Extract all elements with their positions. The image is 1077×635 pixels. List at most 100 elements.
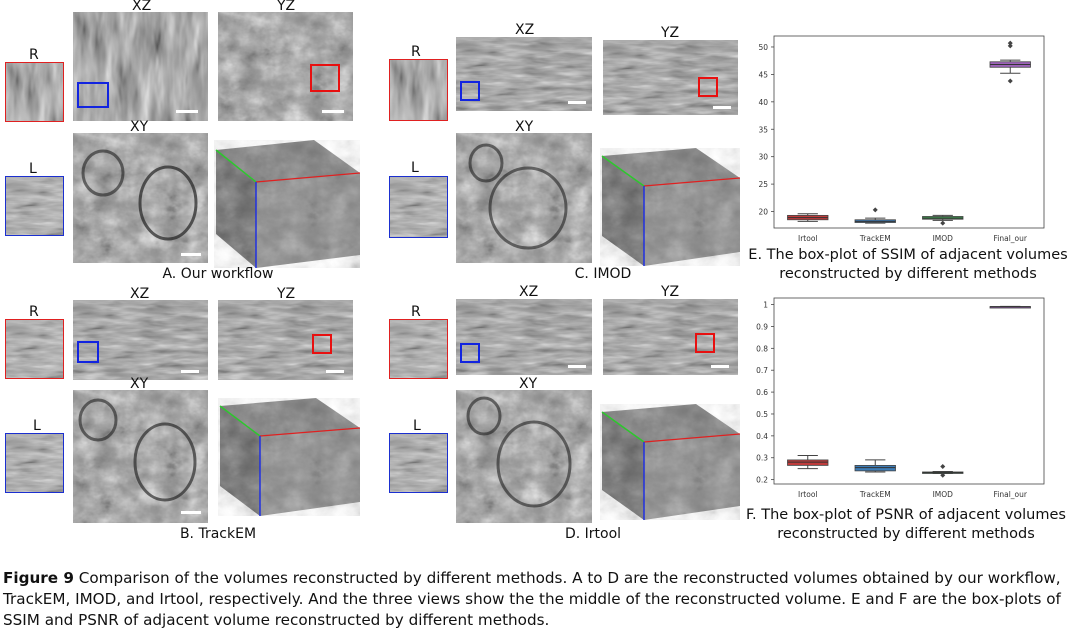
scale-bar (568, 365, 586, 368)
panel-a-yz-red-roi (310, 64, 340, 92)
y-tick-label: 25 (758, 180, 768, 189)
panel-a-xy-view (73, 133, 208, 263)
panel-d-xy-view (456, 390, 592, 523)
panel-d-caption: D. Irtool (564, 526, 622, 542)
panel-a-xz-view (73, 12, 208, 121)
panel-d-r-label: R (411, 304, 421, 320)
panel-d-xz-view (456, 299, 592, 375)
scale-bar (322, 110, 344, 113)
scale-bar (326, 370, 344, 373)
y-tick-label: 0.5 (756, 410, 768, 419)
scale-bar (713, 106, 731, 109)
panel-b-yz-red-roi (312, 334, 332, 354)
panel-d-xz-blue-roi (460, 343, 480, 363)
panel-d-r-inset (389, 319, 448, 379)
plot-e-caption: E. The box-plot of SSIM of adjacent volu… (740, 246, 1076, 284)
plot-f: 0.2 0.3 0.4 0.5 0.6 0.7 0.8 0.9 1 Irtool TrackEM IM… (744, 292, 1050, 504)
plot-e-caption-line1: E. The box-plot of SSIM of adjacent volu… (748, 247, 1068, 263)
figure-caption-label: Figure 9 (3, 569, 74, 587)
panel-c-l-label: L (411, 160, 419, 176)
y-tick-label: 0.4 (756, 432, 768, 441)
plot-frame (773, 297, 1045, 485)
panel-b-yz-view (218, 300, 353, 380)
y-tick-label: 50 (758, 43, 768, 52)
plot-f-svg: 0.2 0.3 0.4 0.5 0.6 0.7 0.8 0.9 1 Irtool TrackEM IM… (756, 297, 1045, 499)
panel-c-3d-volume (600, 148, 741, 266)
panel-b-xz-label: XZ (130, 286, 150, 302)
y-tick-label: 40 (758, 98, 768, 107)
x-tick-label: IMOD (933, 490, 954, 499)
panel-b-xy-label: XY (130, 376, 149, 392)
y-tick-label: 0.2 (756, 476, 768, 485)
plot-e-caption-line2: reconstructed by different methods (779, 266, 1037, 282)
panel-c-yz-label: YZ (661, 25, 680, 41)
panel-a-yz-view (218, 12, 353, 121)
scale-bar (181, 370, 199, 373)
panel-a-caption: A. Our workflow (162, 266, 274, 282)
panel-d-xz-label: XZ (519, 284, 539, 300)
panel-b-yz-label: YZ (277, 286, 296, 302)
plot-e: 20 25 30 35 40 45 50 Irtool TrackEM IMOD Final_our (744, 30, 1050, 248)
x-tick-label: Irtool (798, 490, 818, 499)
y-tick-label: 35 (758, 125, 768, 134)
outlier-point (872, 207, 878, 213)
panel-d-xy-label: XY (519, 376, 538, 392)
outlier-point (1007, 40, 1013, 46)
panel-b-l-label: L (33, 418, 41, 434)
box-irtool (787, 459, 829, 466)
y-tick-label: 0.6 (756, 388, 768, 397)
outlier-point (940, 472, 946, 478)
panel-c-r-inset (389, 59, 448, 121)
x-tick-label: TrackEM (859, 490, 891, 499)
panel-b-caption: B. TrackEM (179, 526, 257, 542)
outlier-point (940, 220, 946, 226)
panel-b-xz-blue-roi (77, 341, 99, 363)
scale-bar (568, 101, 586, 104)
outlier-point (1007, 78, 1013, 84)
y-tick-label: 0.3 (756, 454, 768, 463)
panel-b-l-inset (5, 433, 64, 493)
outlier-point (940, 463, 946, 469)
x-tick-label: TrackEM (859, 234, 891, 243)
panel-c-l-inset (389, 176, 448, 238)
panel-b-xz-view (73, 300, 208, 380)
panel-c-xy-view (456, 133, 592, 263)
panel-d-l-label: L (413, 418, 421, 434)
panel-a-3d-volume (214, 140, 361, 268)
panel-a-yz-label: YZ (277, 0, 296, 14)
panel-d-3d-volume (600, 404, 741, 520)
scale-bar (181, 253, 201, 256)
panel-a-l-label: L (29, 161, 37, 177)
y-tick-label: 0.9 (756, 322, 768, 331)
scale-bar (176, 110, 198, 113)
plot-f-caption-line2: reconstructed by different methods (777, 526, 1035, 542)
x-tick-label: IMOD (933, 234, 954, 243)
outlier-point (1007, 43, 1013, 49)
panel-a-xz-blue-roi (77, 82, 109, 108)
y-tick-label: 45 (758, 70, 768, 79)
panel-b-xy-view (73, 390, 208, 523)
panel-b-3d-volume (218, 398, 361, 516)
panel-c-r-label: R (411, 44, 421, 60)
scale-bar (711, 365, 729, 368)
plot-e-svg: 20 25 30 35 40 45 50 Irtool TrackEM IMOD Final_our (758, 35, 1045, 243)
panel-d-l-inset (389, 433, 448, 493)
panel-c-caption: C. IMOD (574, 266, 632, 282)
panel-a-l-inset (5, 176, 64, 236)
panel-c-xz-label: XZ (515, 22, 535, 38)
panel-d-yz-label: YZ (661, 284, 680, 300)
y-tick-label: 30 (758, 153, 768, 162)
panel-c-yz-red-roi (698, 77, 718, 97)
box-trackem (854, 464, 896, 472)
panel-a-r-inset (5, 62, 64, 122)
scale-bar (181, 511, 201, 514)
panel-c-yz-view (603, 40, 738, 115)
figure-caption-text: Comparison of the volumes reconstructed … (3, 569, 1061, 629)
panel-a-r-label: R (29, 47, 39, 63)
y-tick-label: 0.7 (756, 366, 768, 375)
figure-caption: Figure 9 Comparison of the volumes recon… (3, 568, 1073, 631)
plot-f-caption: F. The box-plot of PSNR of adjacent volu… (736, 506, 1076, 544)
panel-a-xy-label: XY (130, 119, 149, 135)
x-tick-label: Irtool (798, 234, 818, 243)
panel-c-xz-blue-roi (460, 81, 480, 101)
